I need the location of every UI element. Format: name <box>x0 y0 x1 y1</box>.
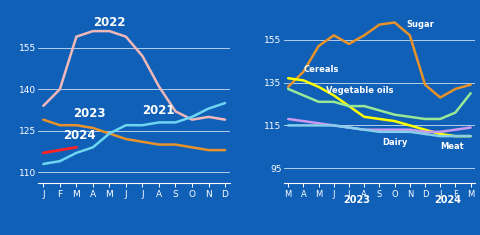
Text: Sugar: Sugar <box>407 20 435 29</box>
Text: Vegetable oils: Vegetable oils <box>326 86 394 95</box>
Text: 2024: 2024 <box>434 195 461 205</box>
Text: 2022: 2022 <box>93 16 125 29</box>
Text: Meat: Meat <box>440 142 464 151</box>
Text: 2021: 2021 <box>143 104 175 117</box>
Text: Cereals: Cereals <box>303 65 339 74</box>
Text: 2023: 2023 <box>343 195 370 205</box>
Text: Dairy: Dairy <box>383 138 408 147</box>
Text: 2023: 2023 <box>73 107 106 120</box>
Text: 2024: 2024 <box>63 129 96 142</box>
